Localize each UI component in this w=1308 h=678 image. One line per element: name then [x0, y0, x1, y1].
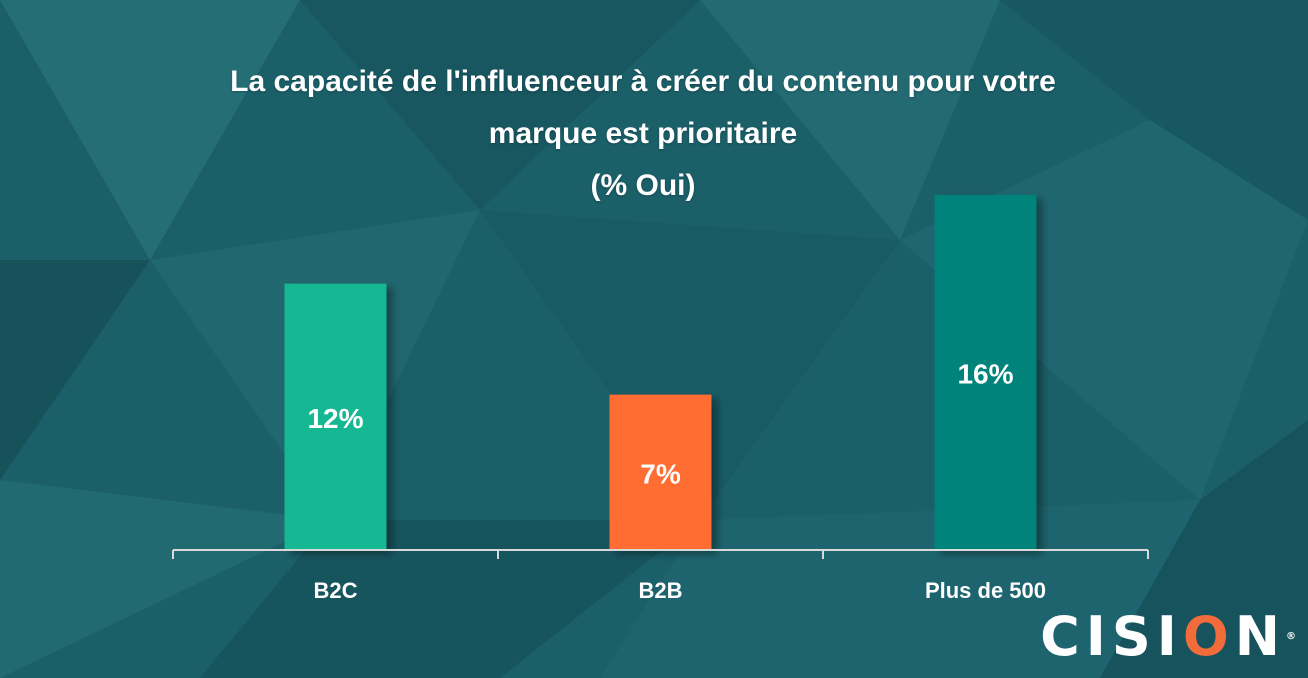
data-label-b2c: 12%	[307, 403, 363, 434]
chart-title-line-1: La capacité de l'influenceur à créer du …	[230, 65, 1056, 98]
chart-title-line-2: marque est prioritaire	[488, 117, 798, 150]
bar-plus-de-500	[934, 194, 1037, 551]
x-tick-label-plus-de-500: Plus de 500	[925, 578, 1046, 603]
data-label-plus-de-500: 16%	[957, 358, 1013, 389]
x-tick-label-b2c: B2C	[313, 578, 357, 603]
chart-title-line-3: (% Oui)	[590, 169, 696, 202]
chart-title: La capacité de l'influenceur à créer du …	[0, 56, 1286, 212]
bar-b2c	[284, 283, 387, 550]
x-tick-label-b2b: B2B	[638, 578, 682, 603]
bar-b2b	[609, 394, 712, 550]
data-label-b2b: 7%	[640, 458, 681, 489]
cision-logo: CISION®	[1040, 605, 1296, 668]
